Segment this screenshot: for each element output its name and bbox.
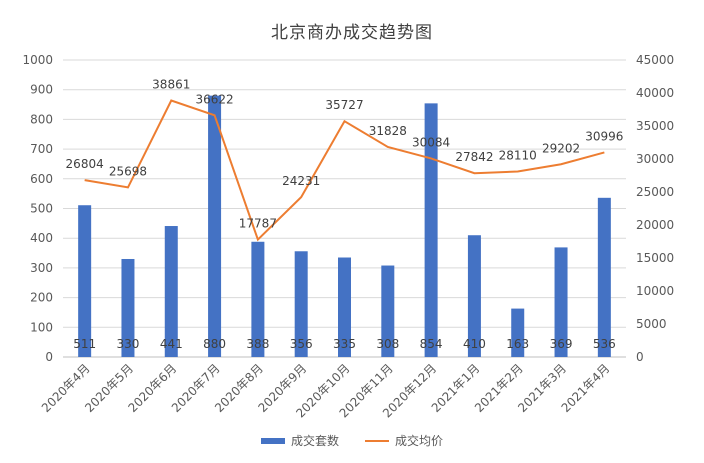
y-left-tick-label: 800 (30, 112, 53, 126)
bar (208, 95, 222, 357)
bar (511, 308, 525, 357)
bar (121, 258, 135, 357)
line-value-label: 27842 (455, 150, 493, 164)
bar (381, 265, 395, 357)
y-right-tick-label: 20000 (636, 218, 674, 232)
legend-label-line: 成交均价 (395, 434, 444, 448)
y-left-tick-label: 600 (30, 172, 53, 186)
bar-value-label: 854 (420, 337, 443, 351)
bar-value-label: 511 (73, 337, 96, 351)
line-value-label: 36622 (195, 92, 233, 106)
line-series (84, 99, 605, 242)
line-value-label: 24231 (282, 174, 320, 188)
bar-value-label: 335 (333, 337, 356, 351)
y-left-tick-label: 1000 (22, 53, 53, 67)
bar-value-label: 356 (290, 337, 313, 351)
bar-value-label: 410 (463, 337, 486, 351)
bar-value-label: 388 (246, 337, 269, 351)
chart-title: 北京商办成交趋势图 (271, 23, 433, 43)
line-value-label: 17787 (239, 217, 277, 231)
y-right-tick-label: 5000 (636, 317, 667, 331)
bar-value-label: 880 (203, 337, 226, 351)
line-value-label: 29202 (542, 141, 580, 155)
bar (554, 247, 568, 357)
bar-value-label: 330 (117, 337, 140, 351)
y-right-tick-label: 10000 (636, 284, 674, 298)
line-value-label: 26804 (66, 157, 104, 171)
y-left-tick-label: 500 (30, 202, 53, 216)
line-value-label: 25698 (109, 164, 147, 178)
bar (467, 235, 481, 357)
line-path (84, 99, 605, 242)
line-value-label: 30084 (412, 135, 450, 149)
line-value-label: 35727 (325, 98, 363, 112)
legend: 成交套数 成交均价 (0, 432, 704, 449)
y-right-tick-label: 40000 (636, 86, 674, 100)
line-value-label: 31828 (369, 124, 407, 138)
y-left-tick-label: 200 (30, 291, 53, 305)
y-left-tick-label: 100 (30, 320, 53, 334)
line-value-label: 30996 (585, 129, 623, 143)
bar-value-label: 369 (550, 337, 573, 351)
legend-label-bar: 成交套数 (290, 434, 339, 448)
line-value-label: 38861 (152, 78, 190, 92)
legend-item-bar: 成交套数 (260, 432, 339, 449)
legend-item-line: 成交均价 (365, 432, 443, 449)
y-left-tick-label: 700 (30, 142, 53, 156)
bar (164, 226, 178, 357)
legend-swatch-line (365, 439, 389, 442)
bar-value-label: 441 (160, 337, 183, 351)
y-left-tick-label: 400 (30, 231, 53, 245)
legend-swatch-bar (260, 437, 285, 444)
bar-series (78, 95, 611, 357)
y-right-tick-label: 0 (636, 350, 644, 364)
bar (251, 241, 265, 357)
bar (338, 257, 351, 357)
bar (597, 197, 611, 357)
bar (424, 103, 438, 357)
bar-value-label: 308 (376, 337, 399, 351)
y-right-tick-label: 35000 (636, 119, 674, 133)
y-left-tick-label: 300 (30, 261, 53, 275)
line-value-label: 28110 (499, 148, 537, 162)
y-right-tick-label: 45000 (636, 53, 674, 67)
data-labels: 511 330 441 880 388 356 335 308 854 410 163 369 536 2… (66, 78, 624, 351)
bar-value-label: 536 (593, 337, 616, 351)
bar (78, 205, 92, 357)
y-left-tick-label: 0 (45, 350, 53, 364)
y-right-tick-label: 25000 (636, 185, 674, 199)
bar-value-label: 163 (506, 337, 529, 351)
y-right-tick-label: 15000 (636, 251, 674, 265)
bar (294, 251, 308, 357)
y-right-tick-label: 30000 (636, 152, 674, 166)
y-left-tick-label: 900 (30, 83, 53, 97)
